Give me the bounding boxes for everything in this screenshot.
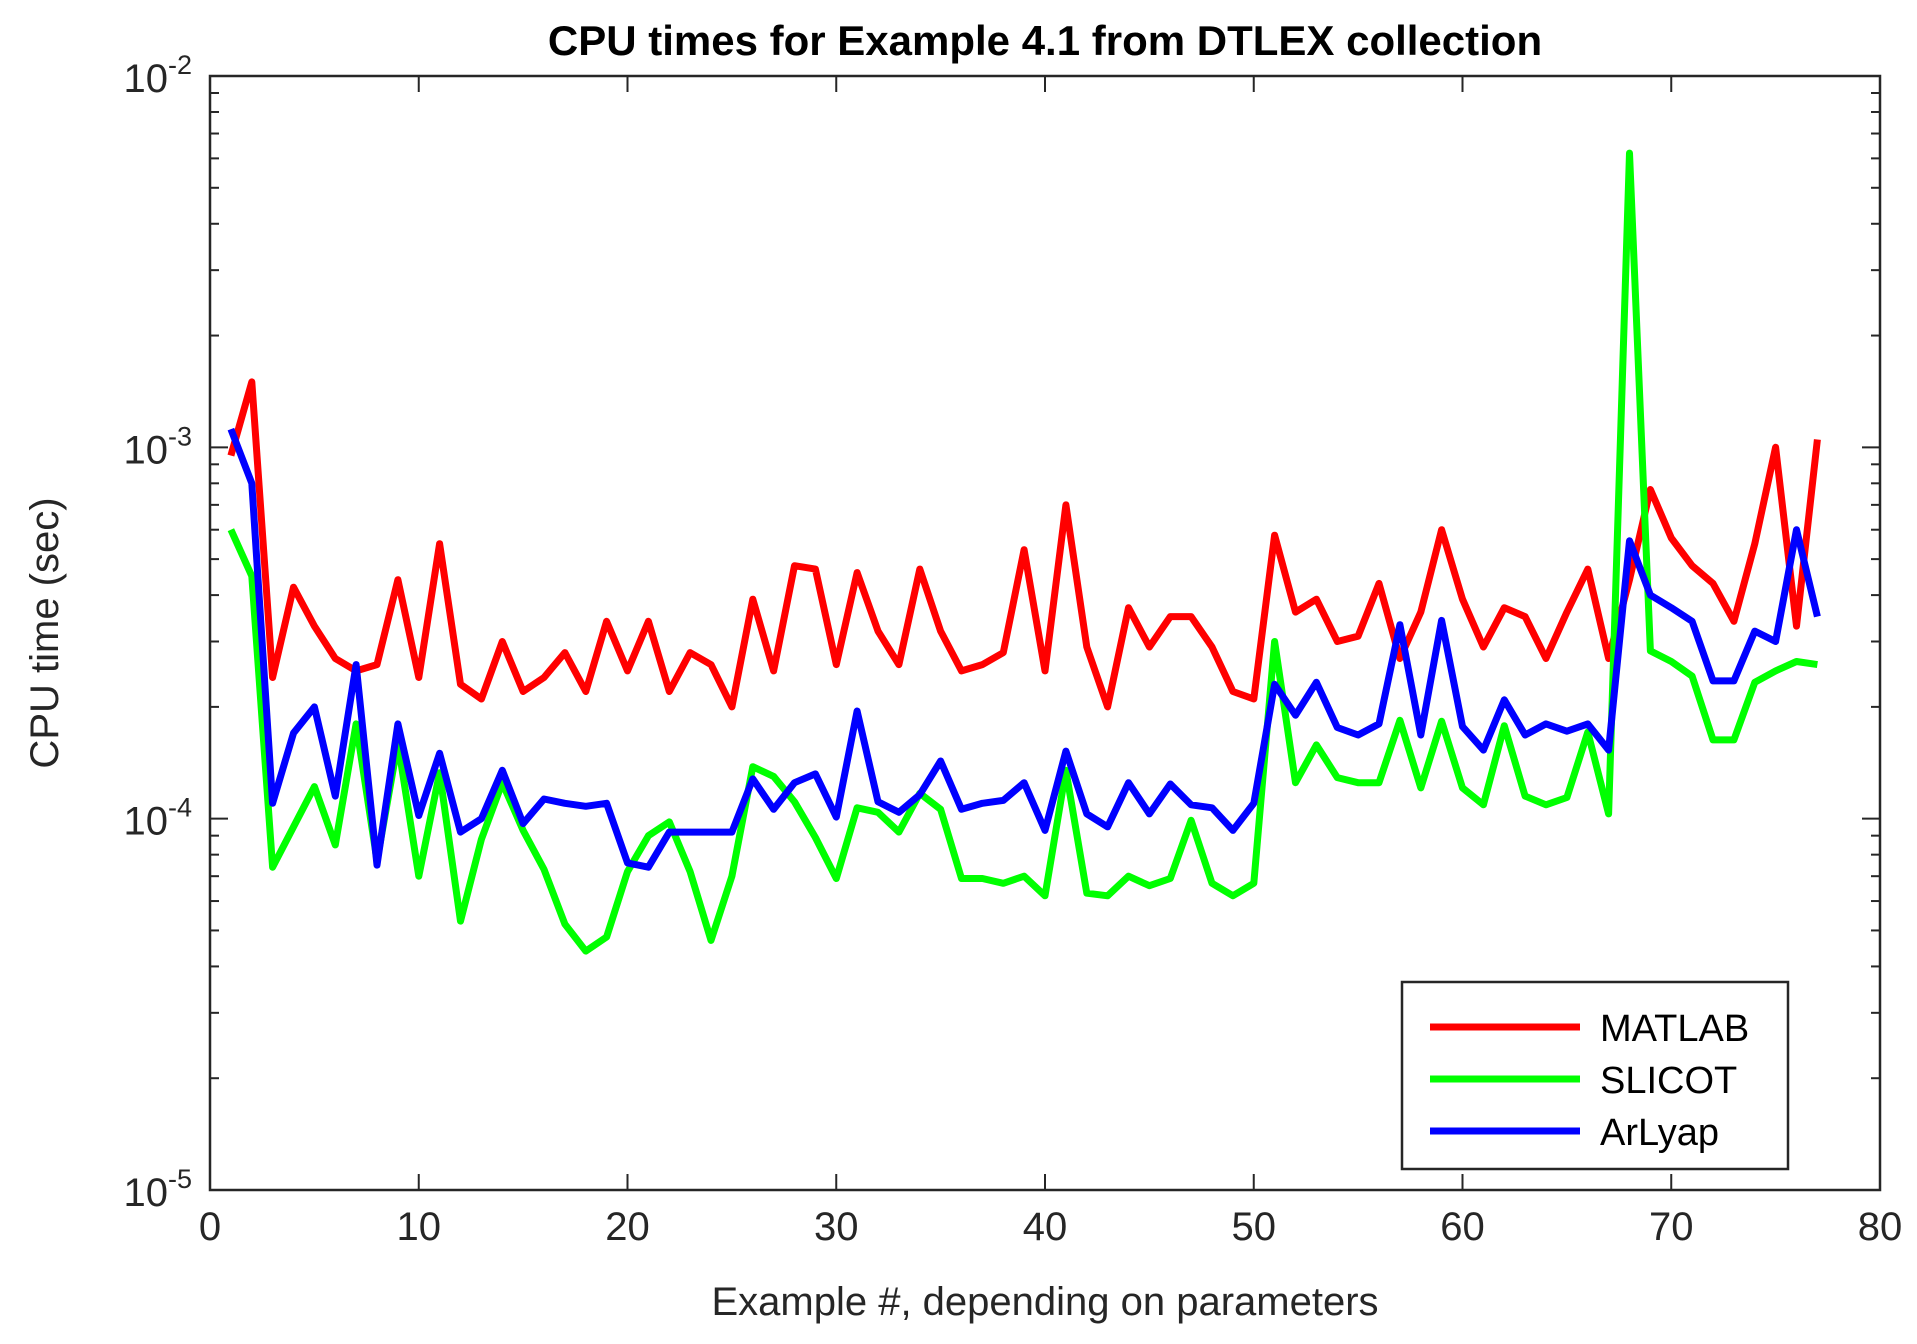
series-line-arlyap — [227, 427, 1821, 871]
series-lines — [227, 149, 1821, 955]
y-tick-label: 10-4 — [123, 793, 192, 844]
series-line-matlab — [227, 378, 1821, 711]
x-tick-label: 40 — [1023, 1205, 1068, 1249]
legend-label-slicot: SLICOT — [1600, 1060, 1737, 1102]
x-tick-label: 20 — [605, 1205, 650, 1249]
legend-label-arlyap: ArLyap — [1600, 1112, 1719, 1154]
legend-label-matlab: MATLAB — [1600, 1008, 1749, 1050]
y-tick-label: 10-3 — [123, 421, 192, 472]
x-axis-label: Example #, depending on parameters — [711, 1280, 1378, 1324]
chart-title: CPU times for Example 4.1 from DTLEX col… — [548, 17, 1542, 64]
series-line-slicot — [227, 149, 1818, 955]
tick-labels: 0 10 20 30 40 50 60 70 80 10-5 10-4 10-3 10-2 — [123, 50, 1902, 1249]
x-tick-label: 60 — [1440, 1205, 1485, 1249]
x-tick-label: 30 — [814, 1205, 859, 1249]
y-tick-label: 10-2 — [123, 50, 192, 101]
x-tick-label: 0 — [199, 1205, 221, 1249]
x-tick-label: 70 — [1649, 1205, 1694, 1249]
plot-frame — [208, 74, 1882, 1192]
x-tick-label: 10 — [397, 1205, 442, 1249]
x-tick-label: 80 — [1858, 1205, 1903, 1249]
y-axis-label: CPU time (sec) — [23, 497, 67, 768]
legend[interactable]: MATLAB SLICOT ArLyap — [1400, 980, 1790, 1171]
y-tick-label: 10-5 — [123, 1164, 192, 1215]
x-tick-label: 50 — [1232, 1205, 1277, 1249]
